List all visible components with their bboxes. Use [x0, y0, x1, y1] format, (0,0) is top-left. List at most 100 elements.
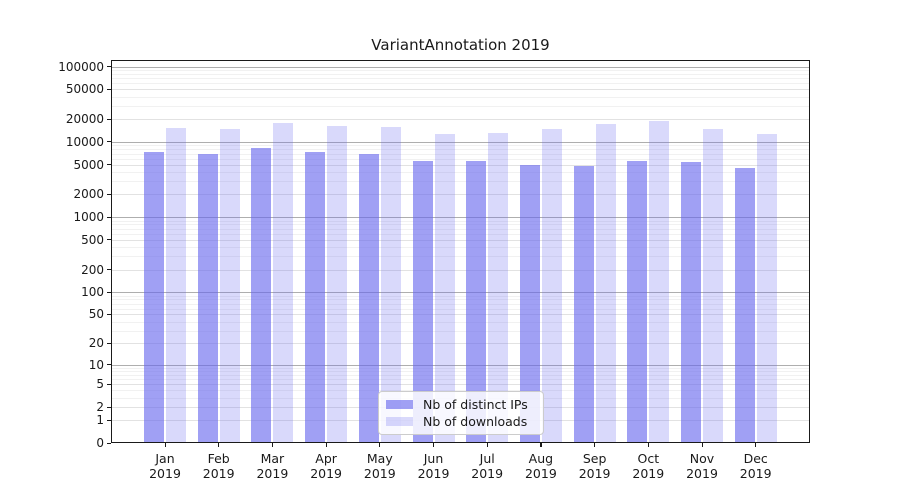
- bar-mar-downloads: [273, 123, 294, 443]
- gridline: [111, 343, 810, 345]
- x-tick-mark: [433, 443, 435, 447]
- legend: Nb of distinct IPs Nb of downloads: [378, 391, 544, 435]
- legend-item-downloads: Nb of downloads: [386, 413, 535, 430]
- x-tick-label: Mar 2019: [256, 451, 289, 481]
- bar-aug-downloads: [541, 129, 562, 443]
- x-tick-label: Oct 2019: [632, 451, 665, 481]
- bar-mar-ips: [251, 148, 272, 443]
- y-tick-mark: [107, 342, 111, 345]
- minor-gridline: [111, 220, 810, 222]
- gridline: [111, 119, 810, 121]
- minor-gridline: [111, 375, 810, 376]
- x-tick-mark: [755, 443, 757, 447]
- y-tick-label: 100: [81, 285, 104, 300]
- minor-gridline: [111, 158, 810, 160]
- gridline: [111, 89, 810, 91]
- bar-may-downloads: [380, 126, 401, 443]
- minor-gridline: [111, 145, 810, 147]
- gridline: [111, 384, 810, 386]
- legend-label: Nb of downloads: [423, 414, 528, 429]
- minor-gridline: [111, 83, 810, 85]
- y-tick-mark: [107, 193, 111, 196]
- x-tick-label: Aug 2019: [524, 451, 557, 481]
- y-tick-mark: [107, 291, 111, 293]
- x-tick-mark: [540, 443, 542, 447]
- minor-gridline: [111, 367, 810, 369]
- minor-gridline: [111, 73, 810, 75]
- y-tick-mark: [107, 364, 111, 366]
- gridline: [111, 194, 810, 196]
- x-tick-mark: [218, 443, 220, 447]
- major-gridline: [111, 292, 810, 294]
- gridline: [111, 164, 810, 166]
- minor-gridline: [111, 181, 810, 183]
- bar-nov-ips: [681, 161, 701, 443]
- y-tick-label: 2: [96, 400, 104, 415]
- minor-gridline: [111, 295, 810, 297]
- y-tick-label: 2000: [73, 187, 104, 202]
- major-gridline: [111, 66, 810, 68]
- chart-title: VariantAnnotation 2019: [371, 36, 550, 54]
- x-tick-mark: [325, 443, 327, 447]
- bar-dec-downloads: [756, 134, 777, 443]
- legend-swatch-downloads: [386, 417, 413, 426]
- x-tick-mark: [379, 443, 381, 447]
- bar-feb-ips: [197, 153, 218, 443]
- y-tick-label: 10: [88, 357, 104, 372]
- x-tick-label: Dec 2019: [739, 451, 772, 481]
- y-tick-label: 5000: [73, 157, 104, 172]
- minor-gridline: [111, 153, 810, 155]
- bar-jun-downloads: [434, 134, 455, 443]
- bar-apr-downloads: [327, 125, 348, 443]
- y-tick-mark: [107, 239, 111, 241]
- y-tick-mark: [107, 442, 111, 444]
- y-tick-mark: [107, 66, 111, 68]
- x-tick-mark: [164, 443, 166, 447]
- bar-apr-ips: [305, 152, 326, 443]
- x-tick-label: Nov 2019: [686, 451, 718, 481]
- y-tick-mark: [107, 88, 111, 90]
- bar-feb-downloads: [219, 128, 240, 443]
- x-tick-label: Feb 2019: [202, 451, 235, 481]
- x-tick-mark: [647, 443, 649, 447]
- y-tick-label: 10000: [65, 134, 104, 149]
- y-tick-mark: [107, 118, 111, 120]
- y-tick-mark: [107, 419, 111, 421]
- y-tick-mark: [107, 141, 111, 143]
- bar-jan-ips: [144, 151, 164, 443]
- y-tick-label: 500: [81, 232, 104, 247]
- x-tick-mark: [271, 443, 274, 447]
- major-gridline: [111, 141, 810, 143]
- y-tick-label: 100000: [58, 59, 104, 74]
- minor-gridline: [111, 247, 810, 248]
- minor-gridline: [111, 224, 810, 226]
- minor-gridline: [111, 308, 810, 310]
- bar-dec-ips: [734, 167, 755, 443]
- bar-oct-ips: [627, 160, 648, 443]
- y-tick-label: 20: [88, 336, 104, 351]
- bar-jul-ips: [466, 161, 487, 443]
- x-tick-label: May 2019: [363, 451, 396, 481]
- minor-gridline: [111, 228, 810, 230]
- major-gridline: [111, 217, 810, 219]
- bar-oct-downloads: [649, 120, 670, 443]
- bar-may-ips: [358, 154, 379, 443]
- y-tick-label: 200: [81, 262, 104, 277]
- minor-gridline: [111, 69, 810, 71]
- minor-gridline: [111, 321, 810, 323]
- minor-gridline: [111, 330, 810, 332]
- y-tick-label: 50000: [65, 82, 104, 97]
- bar-jan-downloads: [166, 127, 186, 443]
- minor-gridline: [111, 233, 810, 235]
- minor-gridline: [111, 390, 810, 392]
- y-tick-mark: [107, 216, 111, 218]
- y-tick-label: 1: [96, 413, 104, 428]
- x-tick-label: Jul 2019: [471, 451, 504, 481]
- minor-gridline: [111, 149, 810, 151]
- minor-gridline: [111, 256, 810, 258]
- y-tick-mark: [107, 383, 111, 386]
- x-tick-label: Jun 2019: [417, 451, 450, 481]
- x-tick-label: Apr 2019: [310, 451, 342, 481]
- minor-gridline: [111, 371, 810, 373]
